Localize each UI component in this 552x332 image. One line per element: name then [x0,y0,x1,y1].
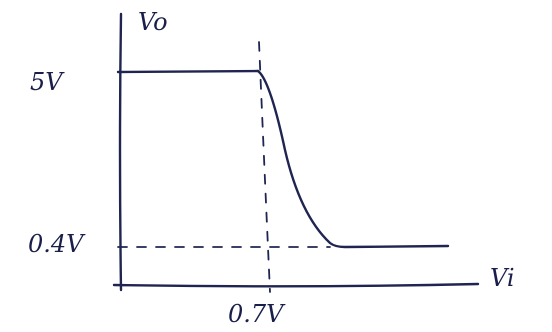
x-label: Vi [490,264,515,292]
y-label: Vo [138,8,168,36]
low-label: 0.4V [28,230,86,258]
y-axis [120,14,121,290]
transfer-curve [258,71,448,247]
high-label: 5V [30,68,65,96]
threshold-label: 0.7V [228,300,286,328]
sketch: Vo 5V 0.4V 0.7V Vi [0,0,552,332]
x-axis [114,284,478,286]
high-level [118,71,258,72]
